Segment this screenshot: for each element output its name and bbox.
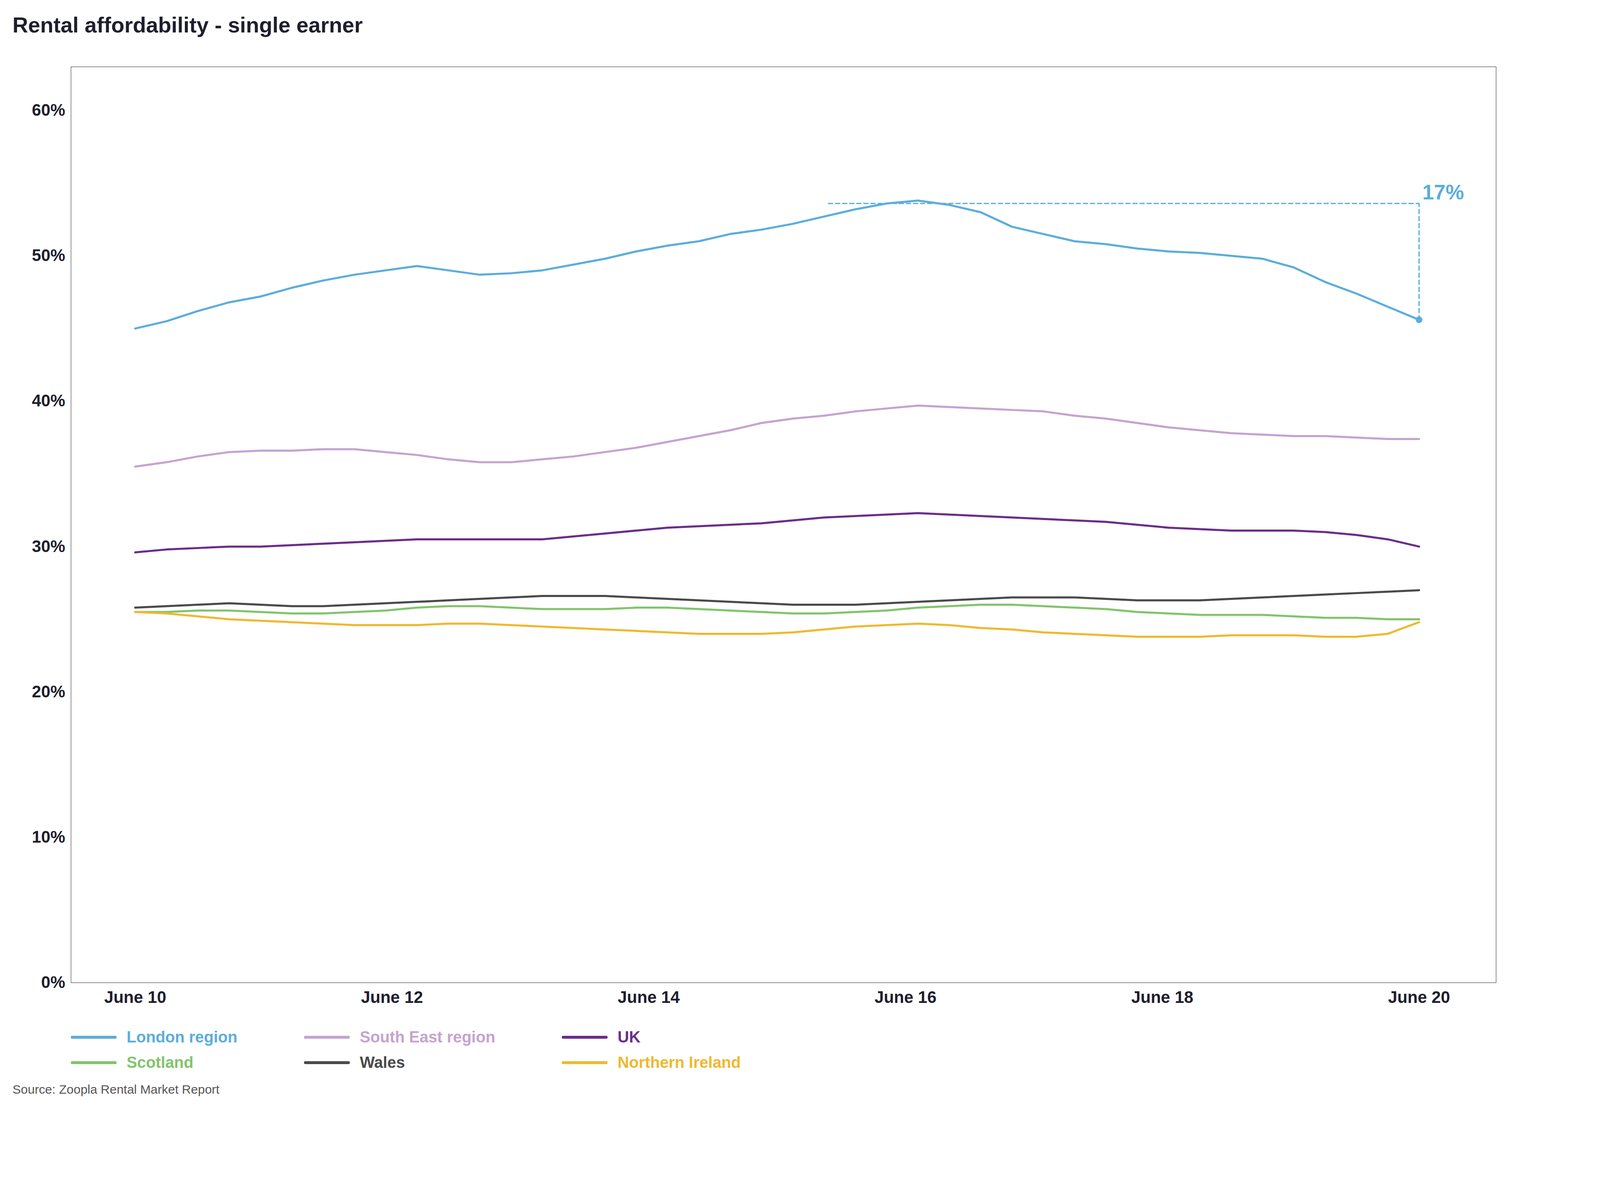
svg-text:June 18: June 18	[1131, 988, 1194, 1007]
svg-text:20%: 20%	[31, 682, 65, 701]
svg-text:10%: 10%	[31, 827, 65, 847]
html-text:Scotland: Scotland	[126, 1054, 194, 1072]
svg-text:60%: 60%	[31, 100, 65, 120]
html-text:South East region: South East region	[359, 1028, 496, 1047]
svg-text:30%: 30%	[31, 537, 65, 556]
html-text:Northern Ireland: Northern Ireland	[617, 1054, 741, 1072]
svg-text:June 16: June 16	[874, 988, 937, 1007]
html-text:London region: London region	[126, 1028, 238, 1047]
svg-text:June 14: June 14	[617, 988, 681, 1007]
svg-text:June 20: June 20	[1388, 988, 1451, 1007]
html-text:Rental affordability - single: Rental affordability - single earner	[12, 12, 363, 38]
svg-text:June 10: June 10	[104, 988, 167, 1007]
html-text:Source: Zoopla Rental Market R: Source: Zoopla Rental Market Report	[12, 1082, 220, 1097]
svg-text:June 12: June 12	[361, 988, 424, 1007]
svg-text:17%: 17%	[1422, 180, 1465, 205]
svg-text:40%: 40%	[31, 391, 65, 410]
html-text:UK: UK	[617, 1028, 641, 1047]
svg-text:0%: 0%	[41, 973, 66, 992]
svg-text:50%: 50%	[31, 246, 65, 265]
html-text:Wales: Wales	[359, 1054, 405, 1072]
